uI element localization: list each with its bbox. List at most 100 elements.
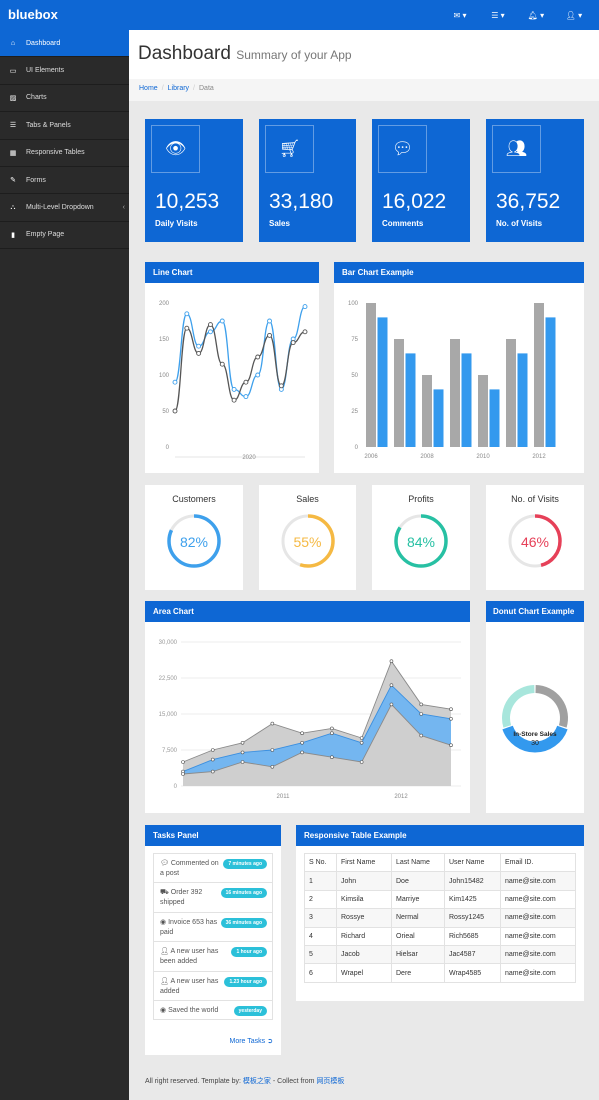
task-item[interactable]: ⛟ Order 392 shipped 16 minutes ago (153, 882, 273, 913)
time-badge: 16 minutes ago (220, 888, 267, 899)
y-tick-label: 7,500 (162, 748, 178, 754)
data-point (359, 741, 364, 745)
table-cell: name@site.com (500, 908, 576, 928)
table-cell: Dere (391, 963, 445, 983)
time-badge: 1 hour ago (231, 947, 267, 958)
data-point (267, 332, 272, 338)
data-point (240, 741, 245, 745)
task-item[interactable]: 👤︎ A new user has added 1.23 hour ago (153, 970, 273, 1001)
list-icon: ☰ (9, 122, 17, 130)
truck-icon: ⛟ (160, 889, 169, 897)
table-header: Email ID. (500, 852, 576, 873)
area-line-2 (182, 703, 452, 775)
more-tasks-link[interactable]: More Tasks ➲ (230, 1037, 274, 1045)
brand-logo[interactable]: bluebox (8, 7, 58, 22)
task-text: Saved the world (168, 1006, 219, 1014)
data-point (196, 350, 202, 356)
tasks-icon[interactable]: ☰ ▾ (491, 10, 505, 20)
data-point (181, 760, 185, 764)
gauge-arc (508, 514, 562, 568)
breadcrumb-library[interactable]: Library (167, 85, 190, 92)
task-item[interactable]: ◉ Saved the world yesterday (153, 999, 273, 1020)
table-cell: name@site.com (500, 889, 576, 910)
bar (366, 303, 376, 447)
gauge-title: No. of Visits (511, 494, 559, 504)
dashboard-icon: ⌂ (10, 39, 16, 47)
task-item[interactable]: 💬︎ Commented on a post 7 minutes ago (153, 853, 273, 884)
stat-value: 36,752 (496, 190, 561, 213)
y-tick-label: 150 (159, 337, 170, 343)
sidebar-item-ui-elements[interactable]: ▭ UI Elements (0, 57, 129, 85)
data-point (219, 318, 225, 324)
gauge-title: Customers (172, 494, 216, 504)
stat-card-comments: 💬︎ 16,022 Comments (372, 119, 470, 242)
users-table: S No. First Name Last Name User Name Ema… (304, 852, 576, 983)
stat-value: 33,180 (269, 190, 334, 213)
donut-hole (511, 694, 559, 742)
y-tick-label: 0 (174, 784, 178, 790)
footer-link-template[interactable]: 模板之家 (242, 1078, 271, 1085)
table-cell: 5 (304, 944, 337, 965)
panel-title: Area Chart (145, 601, 470, 622)
stat-card-visits: 👥︎ 36,752 No. of Visits (486, 119, 584, 242)
breadcrumb-home[interactable]: Home (139, 85, 158, 92)
bar (545, 317, 556, 447)
sidebar-item-charts[interactable]: ▨ Charts (0, 85, 129, 113)
y-tick-label: 100 (159, 373, 170, 379)
stat-label: No. of Visits (496, 219, 543, 228)
page-title: Dashboard (138, 43, 231, 64)
footer-link-collect[interactable]: 网页模板 (316, 1078, 345, 1085)
table-cell: Marriye (391, 889, 445, 910)
table-cell: John (336, 871, 392, 891)
task-item[interactable]: 👤︎ A new user has been added 1 hour ago (153, 941, 273, 972)
sidebar-item-empty-page[interactable]: ▮ Empty Page (0, 222, 129, 250)
data-point (231, 386, 237, 392)
x-tick-label: 2006 (364, 454, 378, 460)
table-cell: Doe (391, 871, 445, 891)
data-point (184, 325, 190, 331)
envelope-icon[interactable]: ✉ ▾ (453, 10, 467, 20)
data-point (196, 343, 202, 349)
breadcrumb: Home / Library / Data (129, 79, 599, 101)
bar (534, 303, 544, 447)
table-cell: Jacob (336, 944, 392, 965)
table-cell: 6 (304, 963, 337, 983)
gauge-sales: Sales 55% (259, 485, 356, 590)
data-point (210, 769, 215, 774)
table-cell: 1 (304, 871, 337, 891)
edit-icon: ✎ (10, 177, 16, 185)
bell-icon[interactable]: 🔔︎ ▾ (527, 10, 545, 20)
task-text: Invoice 653 has paid (160, 918, 218, 936)
table-cell: Rossye (336, 908, 392, 928)
area-chart-panel: Area Chart 0 7,500 15,000 22,500 30,000 2011 2… (145, 601, 470, 813)
sidebar-item-dashboard[interactable]: ⌂ Dashboard (0, 30, 135, 58)
sidebar-item-forms[interactable]: ✎ Forms (0, 167, 129, 195)
stat-label: Sales (269, 219, 290, 228)
donut-slice (502, 685, 535, 728)
data-point (243, 379, 249, 385)
y-tick-label: 0 (355, 445, 359, 451)
footer-text-mid: - Collect from (270, 1078, 317, 1085)
table-cell: name@site.com (500, 944, 576, 965)
gauge-title: Sales (296, 494, 319, 504)
globe-icon: ◉ (160, 918, 167, 926)
bar (422, 375, 432, 447)
task-item[interactable]: ◉ Invoice 653 has paid 36 minutes ago (153, 911, 273, 943)
page-header: Dashboard Summary of your App (129, 30, 599, 79)
sidebar-item-tabs-panels[interactable]: ☰ Tabs & Panels (0, 112, 129, 140)
x-tick-label: 2011 (277, 794, 291, 800)
sidebar-item-label: Empty Page (26, 231, 65, 239)
file-icon: ▮ (11, 231, 15, 239)
data-point (255, 354, 261, 360)
time-badge: 7 minutes ago (223, 859, 267, 869)
gauge-arc (167, 514, 221, 568)
data-point (208, 322, 213, 328)
user-icon[interactable]: 👤︎ ▾ (565, 10, 583, 20)
line-chart: 0 50 100 150 200 2020 (159, 301, 308, 461)
bar (394, 339, 404, 447)
sidebar-item-responsive-tables[interactable]: ▦ Responsive Tables (0, 140, 129, 167)
footer: All right reserved. Template by: 模板之家 - … (145, 1076, 344, 1086)
donut-chart-panel: Donut Chart Example In-Store Sales 30 (486, 601, 584, 813)
area-chart: 0 7,500 15,000 22,500 30,000 2011 2012 (159, 640, 461, 800)
sidebar-item-multi-level-dropdown[interactable]: ⛬ Multi-Level Dropdown ‹ (0, 194, 129, 222)
